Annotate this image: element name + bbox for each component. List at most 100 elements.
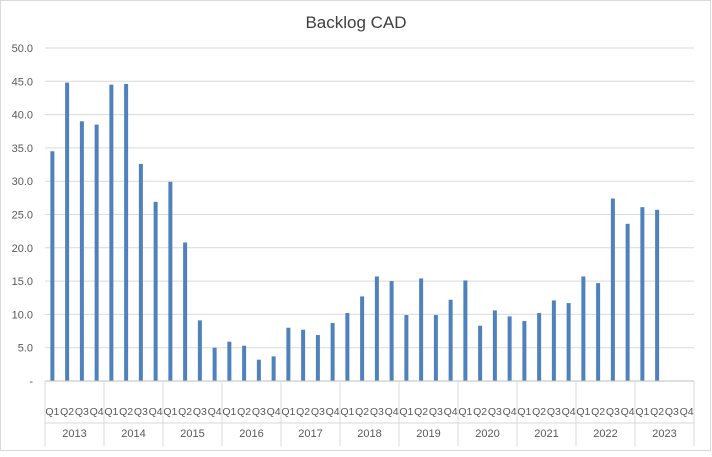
y-tick-label: 10.0 [12,309,33,321]
x-tick-label: Q2 [650,406,664,418]
year-label: 2022 [593,428,617,440]
bar [50,151,55,381]
x-tick-label: Q4 [267,406,281,418]
gridlines [45,47,694,349]
x-tick-label: Q3 [606,406,620,418]
x-tick-label: Q3 [134,406,148,418]
bar [79,121,84,381]
x-tick-label: Q1 [222,406,236,418]
bar [183,242,188,381]
x-tick-label: Q1 [458,406,472,418]
bar [286,327,291,381]
bar [256,359,261,381]
x-tick-label: Q3 [488,406,502,418]
bar [124,83,129,382]
year-label: 2013 [62,428,86,440]
y-tick-label: 50.0 [12,43,33,55]
bar [655,209,660,381]
y-tick-label: - [29,376,33,388]
x-tick-label: Q2 [591,406,605,418]
bar [522,321,527,381]
x-tick-label: Q3 [193,406,207,418]
year-label: 2015 [180,428,204,440]
x-tick-label: Q3 [252,406,266,418]
x-tick-label: Q3 [547,406,561,418]
x-tick-label: Q2 [473,406,487,418]
year-label: 2018 [357,428,381,440]
y-tick-label: 35.0 [12,143,33,155]
x-tick-label: Q2 [237,406,251,418]
x-tick-label: Q4 [562,406,576,418]
year-label: 2014 [121,428,145,440]
bar [581,276,586,381]
bar [271,356,276,381]
chart-title: Backlog CAD [305,13,406,32]
x-tick-label: Q4 [385,406,399,418]
bar [94,124,99,381]
year-label: 2021 [534,428,558,440]
bar [433,315,438,381]
x-tick-label: Q3 [75,406,89,418]
bar [478,325,483,381]
bar [463,280,468,381]
year-label: 2017 [298,428,322,440]
year-label: 2020 [475,428,499,440]
y-tick-label: 45.0 [12,76,33,88]
x-tick-label: Q1 [163,406,177,418]
bar [197,320,202,381]
x-tick-label: Q1 [635,406,649,418]
bar [448,299,453,381]
bar [168,181,173,381]
x-tick-label: Q4 [90,406,104,418]
x-tick-label: Q4 [149,406,163,418]
bar [625,223,630,381]
y-tick-label: 30.0 [12,176,33,188]
bar [242,345,247,381]
bar [374,276,379,381]
bar [65,82,70,381]
bar [227,341,232,381]
x-tick-label: Q3 [665,406,679,418]
y-tick-label: 15.0 [12,276,33,288]
bar [138,163,143,381]
x-tick-label: Q3 [429,406,443,418]
x-tick-label: Q1 [281,406,295,418]
year-label: 2016 [239,428,263,440]
bar [315,335,320,381]
x-tick-label: Q1 [340,406,354,418]
x-tick-label: Q1 [45,406,59,418]
bar [419,278,424,381]
bar [640,207,645,381]
x-tick-label: Q2 [296,406,310,418]
x-tick-label: Q1 [399,406,413,418]
bar [537,313,542,381]
x-tick-label: Q2 [355,406,369,418]
bar [153,201,158,381]
x-tick-label: Q4 [444,406,458,418]
bar [551,300,556,381]
x-tick-label: Q2 [178,406,192,418]
bar [360,296,365,381]
x-tick-label: Q4 [680,406,694,418]
x-tick-label: Q1 [104,406,118,418]
bars [50,82,660,382]
x-tick-label: Q2 [60,406,74,418]
bar [330,323,335,381]
x-tick-label: Q4 [503,406,517,418]
bar [345,313,350,381]
x-tick-label: Q4 [326,406,340,418]
bar [212,347,217,381]
bar [507,316,512,381]
x-tick-label: Q2 [119,406,133,418]
y-tick-label: 25.0 [12,210,33,222]
x-tick-label: Q3 [370,406,384,418]
x-tick-label: Q3 [311,406,325,418]
bar [404,315,409,381]
bar [109,84,114,381]
x-tick-label: Q2 [532,406,546,418]
x-tick-label: Q4 [621,406,635,418]
x-tick-label: Q4 [208,406,222,418]
